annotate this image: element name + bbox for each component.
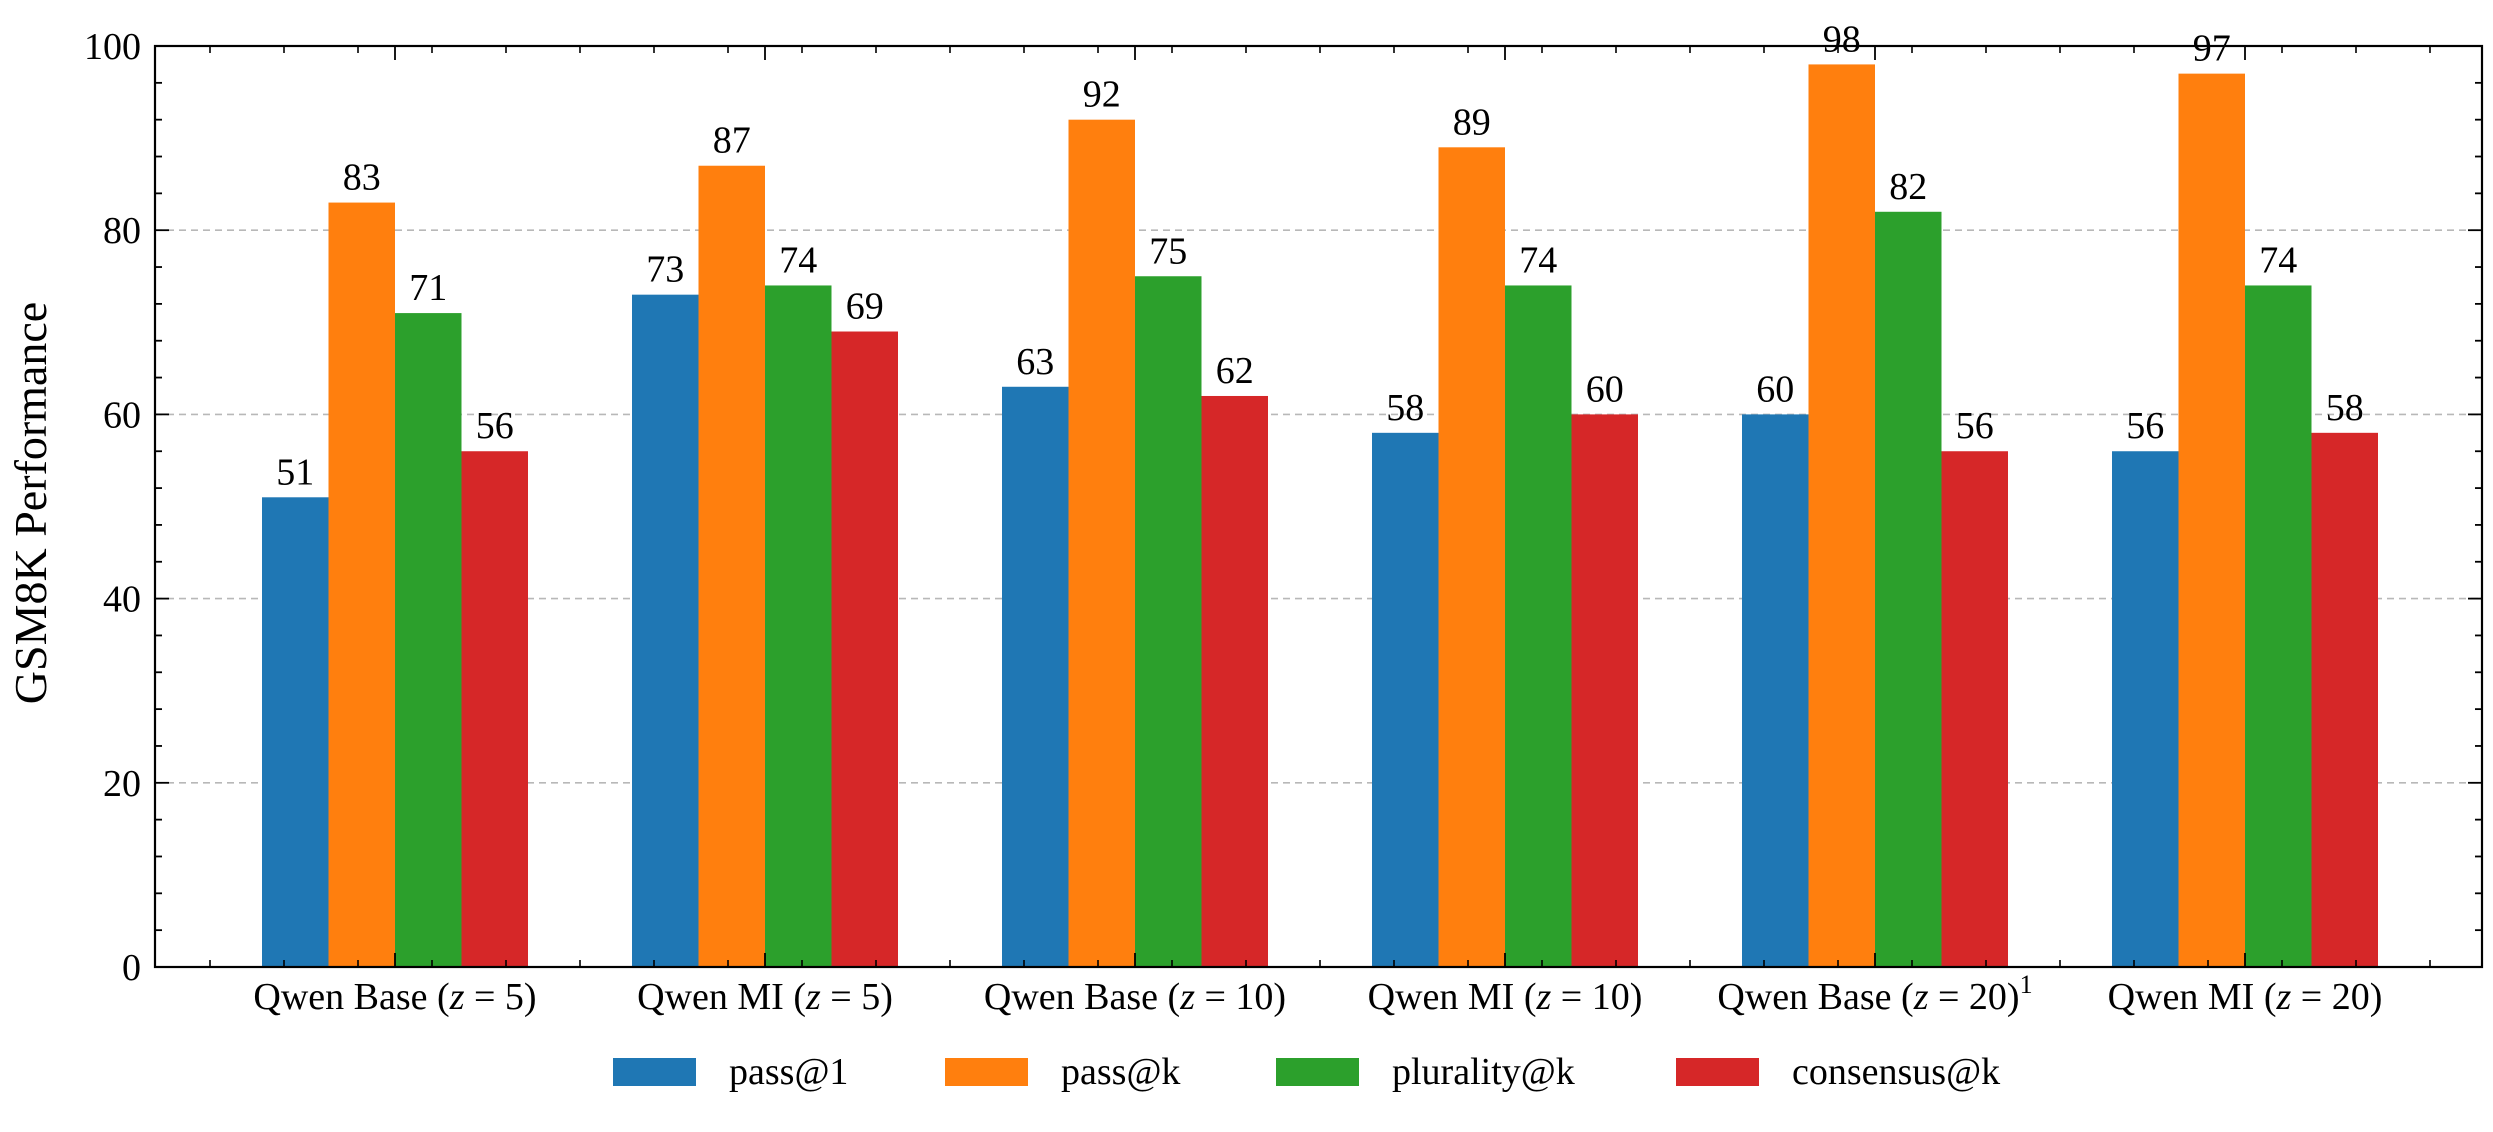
bar-pass-k [1438, 147, 1505, 967]
bar-pass-1 [2112, 451, 2179, 967]
bar-pass-1 [262, 497, 329, 967]
legend-label: consensus@k [1792, 1051, 2000, 1093]
gridlines [155, 229, 2482, 784]
bar-pass-k [698, 165, 765, 968]
legend-swatch [613, 1058, 696, 1086]
data-label: 56 [1956, 405, 1994, 447]
y-tick-label: 0 [122, 947, 141, 989]
data-label: 62 [1216, 350, 1254, 392]
data-label: 75 [1149, 230, 1187, 272]
plot-frame [153, 44, 2484, 969]
bar-pass-k [1808, 64, 1875, 968]
bar-plurality-k [1505, 285, 1572, 968]
y-tick-label: 80 [103, 210, 141, 252]
x-tick-label: Qwen Base (z = 10) [984, 976, 1286, 1018]
data-labels: 51 73 63 58 60 56 83 87 92 89 98 97 71 74 75 74 82 74 56 69… [276, 18, 2364, 493]
bar-pass-1 [1742, 414, 1809, 967]
data-label: 58 [2326, 387, 2364, 429]
data-label: 98 [1823, 18, 1861, 60]
bar-consensus-k [1201, 395, 1268, 968]
bar-consensus-k [1571, 414, 1638, 967]
bars [262, 64, 2378, 968]
bar-plurality-k [2245, 285, 2312, 968]
data-label: 89 [1453, 101, 1491, 143]
bar-pass-1 [1002, 386, 1069, 967]
bar-plurality-k [395, 313, 462, 968]
data-label: 60 [1586, 368, 1624, 410]
legend-swatch [945, 1058, 1028, 1086]
data-label: 92 [1083, 74, 1121, 116]
legend-label: pass@k [1061, 1051, 1180, 1093]
x-tick-label: Qwen MI (z = 10) [1368, 976, 1643, 1018]
x-tick-label: Qwen Base (z = 5) [253, 976, 536, 1018]
bar-consensus-k [2311, 432, 2378, 967]
data-label: 74 [779, 239, 817, 281]
bar-plurality-k [1875, 211, 1942, 967]
bar-pass-1 [632, 294, 699, 967]
y-tick-label: 40 [103, 579, 141, 621]
legend-swatch [1276, 1058, 1359, 1086]
legend-label: pass@1 [729, 1051, 848, 1093]
data-label: 71 [409, 267, 447, 309]
data-label: 97 [2193, 28, 2231, 70]
y-axis-label: GSM8K Performance [5, 302, 56, 704]
x-tick-label: Qwen Base (z = 20)1 [1717, 970, 2032, 1018]
data-label: 56 [2126, 405, 2164, 447]
data-label: 60 [1756, 368, 1794, 410]
bar-pass-k [1068, 119, 1135, 968]
bar-consensus-k [831, 331, 898, 967]
bar-pass-1 [1372, 432, 1439, 967]
data-label: 73 [646, 249, 684, 291]
bar-consensus-k [461, 451, 528, 967]
data-label: 74 [2259, 239, 2297, 281]
data-label: 82 [1889, 166, 1927, 208]
bar-consensus-k [1941, 451, 2008, 967]
bar-plurality-k [765, 285, 832, 968]
legend: pass@1 pass@k plurality@k consensus@k [613, 1051, 2000, 1093]
data-label: 83 [343, 157, 381, 199]
bar-pass-k [328, 202, 395, 967]
data-label: 58 [1386, 387, 1424, 429]
data-label: 87 [713, 120, 751, 162]
data-label: 74 [1519, 239, 1557, 281]
legend-swatch [1676, 1058, 1759, 1086]
x-tick-label: Qwen MI (z = 20) [2108, 976, 2383, 1018]
data-label: 63 [1016, 341, 1054, 383]
y-tick-label: 60 [103, 394, 141, 436]
y-tick-label: 20 [103, 763, 141, 805]
axis-ticks: 0 20 40 60 80 100 Qwen Base (z = 5) Qwen MI (z … [84, 26, 2482, 1018]
data-label: 51 [276, 451, 314, 493]
axes-frame [153, 44, 2484, 969]
x-tick-label: Qwen MI (z = 5) [637, 976, 893, 1018]
bar-pass-k [2178, 73, 2245, 967]
bar-plurality-k [1135, 276, 1202, 967]
legend-label: plurality@k [1392, 1051, 1575, 1093]
data-label: 69 [846, 286, 884, 328]
data-label: 56 [476, 405, 514, 447]
y-tick-label: 100 [84, 26, 141, 68]
